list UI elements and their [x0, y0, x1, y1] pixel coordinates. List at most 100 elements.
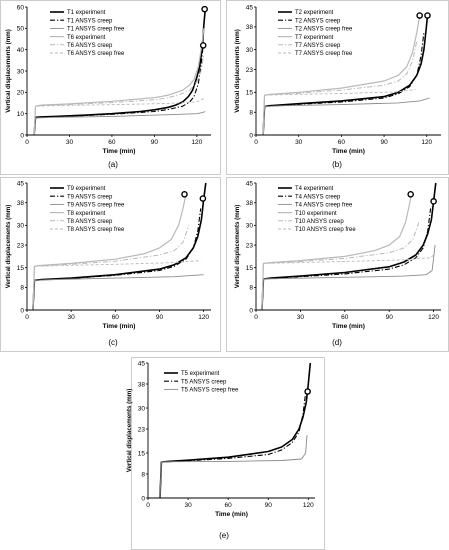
panel-c-y-tick-label: 38: [17, 200, 25, 207]
panel-d-y-tick-label: 0: [249, 307, 253, 314]
panel-d-failure-marker: [407, 190, 414, 198]
panel-d-x-tick-label: 90: [386, 314, 394, 321]
panel-e-y-tick-label: 8: [141, 471, 145, 478]
panel-b-failure-marker: [416, 12, 423, 19]
panel-c-series-t9-experiment: [32, 182, 207, 311]
panel-a-x-axis-label: Time (min): [103, 148, 136, 155]
panel-b-x-tick-label: 90: [380, 139, 388, 146]
panel-b-x-tick-label: 120: [421, 139, 432, 146]
panel-a: 0 10 20 30 40 50 60 0 30 60 90 120 Time (min) Vertica…: [0, 0, 221, 175]
panel-e-legend-label: T5 experiment: [181, 371, 220, 377]
panel-d-y-tick-label: 30: [246, 223, 254, 230]
panel-a-x-tick-label: 60: [108, 139, 116, 146]
panel-b-x-tick-label: 0: [254, 139, 258, 146]
panel-a-y-tick-label: 60: [17, 4, 25, 11]
panel-b-x-axis-label: Time (min): [332, 148, 365, 155]
panel-b-y-tick-label: 15: [246, 90, 254, 97]
panel-c-series-t9-ansys-creep-free: [32, 274, 204, 311]
panel-a-legend-label: T6 experiment: [67, 35, 106, 41]
panel-a-frame: [0, 0, 221, 175]
panel-e-series-t5-ansys-creep-free: [159, 434, 308, 499]
panel-b-y-tick-label: 23: [246, 67, 254, 74]
panel-a-legend-label: T1 experiment: [67, 10, 106, 16]
panel-d-series-t4-ansys-creep: [261, 208, 432, 311]
panel-e-failure-marker: [304, 388, 311, 395]
panel-d-legend-label: T10 ANSYS creep free: [295, 227, 356, 233]
panel-b: 0 8 15 23 30 38 45 0 30 60 90 120 Time (min) Vertical…: [226, 0, 449, 175]
panel-e-x-tick-label: 30: [184, 502, 192, 509]
panel-a-y-tick-label: 20: [17, 90, 25, 97]
panel-d-x-tick-label: 60: [341, 314, 349, 321]
panel-e-y-tick-label: 15: [138, 450, 146, 457]
panel-b-y-tick-label: 38: [246, 24, 254, 31]
panel-b-series-t2-ansys-creep-free: [262, 97, 430, 136]
panel-c-x-tick-label: 0: [25, 314, 29, 321]
panel-c-failure-marker: [199, 195, 207, 202]
panel-b-y-tick-label: 45: [246, 4, 254, 11]
panel-b-y-axis-label: Vertical displacements (mm): [234, 29, 241, 113]
panel-d-x-axis-label: Time (min): [332, 323, 365, 330]
panel-a-y-tick-label: 10: [17, 111, 25, 118]
panel-c-legend-label: T8 ANSYS creep free: [67, 227, 125, 233]
panel-e-series-t5-ansys-creep: [159, 392, 307, 499]
panel-c-x-tick-label: 60: [112, 314, 120, 321]
panel-a-y-tick-label: 30: [17, 68, 25, 75]
panel-a-y-tick-label: 0: [20, 132, 24, 139]
panel-a-x-tick-label: 120: [191, 139, 202, 146]
panel-c-y-tick-label: 0: [20, 307, 24, 314]
panel-b-series-t7-ansys-creep-free: [262, 89, 416, 136]
panel-a-caption: (a): [108, 160, 118, 169]
panel-c-x-axis-label: Time (min): [103, 323, 136, 330]
panel-d-y-tick-label: 23: [246, 242, 254, 249]
panel-a-series-t1-ansys-creep-free: [33, 111, 206, 136]
panel-b-series-t2-ansys-creep: [262, 32, 425, 136]
panel-c-series-t8-ansys-creep: [32, 225, 190, 311]
panel-e-legend-label: T5 ANSYS creep: [181, 379, 227, 385]
panel-b-series-t2-experiment: [262, 15, 429, 136]
panel-d-y-tick-label: 15: [246, 265, 254, 272]
panel-b-legend-label: T7 ANSYS creep: [295, 43, 341, 49]
panel-e-y-tick-label: 23: [138, 426, 146, 433]
panel-c-series-t8-ansys-creep-free: [32, 260, 201, 311]
panel-e-x-tick-label: 0: [146, 502, 150, 509]
panel-c-failure-marker: [181, 190, 188, 198]
panel-c: 0 8 15 23 30 38 45 0 30 60 90 120 Time (min) Vertical…: [0, 177, 221, 352]
panel-a-legend-label: T6 ANSYS creep free: [67, 51, 125, 57]
panel-d-legend-label: T10 ANSYS creep: [295, 219, 344, 225]
panel-c-legend-label: T9 experiment: [67, 186, 106, 192]
panel-b-caption: (b): [332, 160, 342, 169]
panel-d-legend-label: T4 ANSYS creep free: [295, 203, 353, 209]
panel-d-series-t10-ansys-creep-free: [261, 253, 436, 311]
panel-a-y-axis-label: Vertical displacements (mm): [5, 29, 12, 113]
panel-c-x-tick-label: 120: [198, 314, 209, 321]
panel-c-y-tick-label: 8: [20, 285, 24, 292]
panel-e-x-tick-label: 60: [225, 502, 233, 509]
panel-d-caption: (d): [332, 338, 342, 347]
panel-d-x-tick-label: 30: [297, 314, 305, 321]
panel-c-legend-label: T9 ANSYS creep free: [67, 203, 125, 209]
panel-b-y-tick-label: 30: [246, 47, 254, 54]
panel-e-x-tick-label: 120: [303, 502, 314, 509]
panel-e-y-tick-label: 30: [138, 405, 146, 412]
panel-d-failure-marker: [430, 198, 437, 205]
panel-a-y-tick-label: 50: [17, 26, 25, 33]
panel-b-y-tick-label: 8: [249, 110, 253, 117]
panel-c-legend-label: T8 ANSYS creep: [67, 219, 113, 225]
panel-a-legend-label: T1 ANSYS creep free: [67, 27, 125, 33]
panel-c-legend-label: T8 experiment: [67, 211, 106, 217]
panel-b-legend-label: T2 experiment: [295, 10, 334, 16]
panel-d-legend: T4 experiment T4 ANSYS creep T4 ANSYS cree…: [278, 186, 356, 233]
panel-b-series-t7-experiment: [262, 15, 421, 136]
panel-b-legend: T2 experiment T2 ANSYS creep T2 ANSYS cree…: [278, 10, 353, 57]
panel-e-frame: [131, 357, 325, 550]
panel-a-y-tick-label: 40: [17, 47, 25, 54]
panel-d-x-tick-label: 0: [254, 314, 258, 321]
panel-a-series-t6-experiment: [33, 28, 205, 136]
panel-b-x-tick-label: 60: [338, 139, 346, 146]
panel-c-y-axis-label: Vertical displacements (mm): [5, 205, 12, 289]
panel-a-failure-marker: [199, 42, 207, 49]
panel-a-series-t1-ansys-creep: [33, 45, 204, 136]
panel-c-y-tick-label: 15: [17, 265, 25, 272]
panel-e-x-tick-label: 90: [265, 502, 273, 509]
